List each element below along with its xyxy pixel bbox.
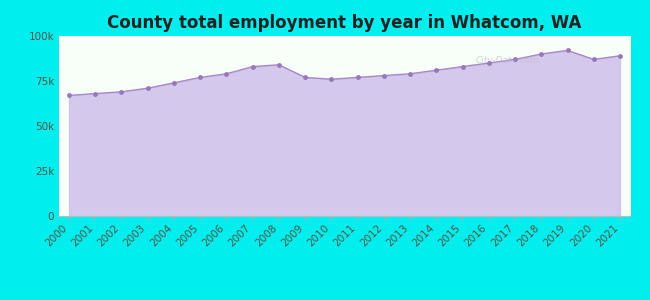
Text: City-Data.com: City-Data.com [476,56,540,65]
Title: County total employment by year in Whatcom, WA: County total employment by year in Whatc… [107,14,582,32]
